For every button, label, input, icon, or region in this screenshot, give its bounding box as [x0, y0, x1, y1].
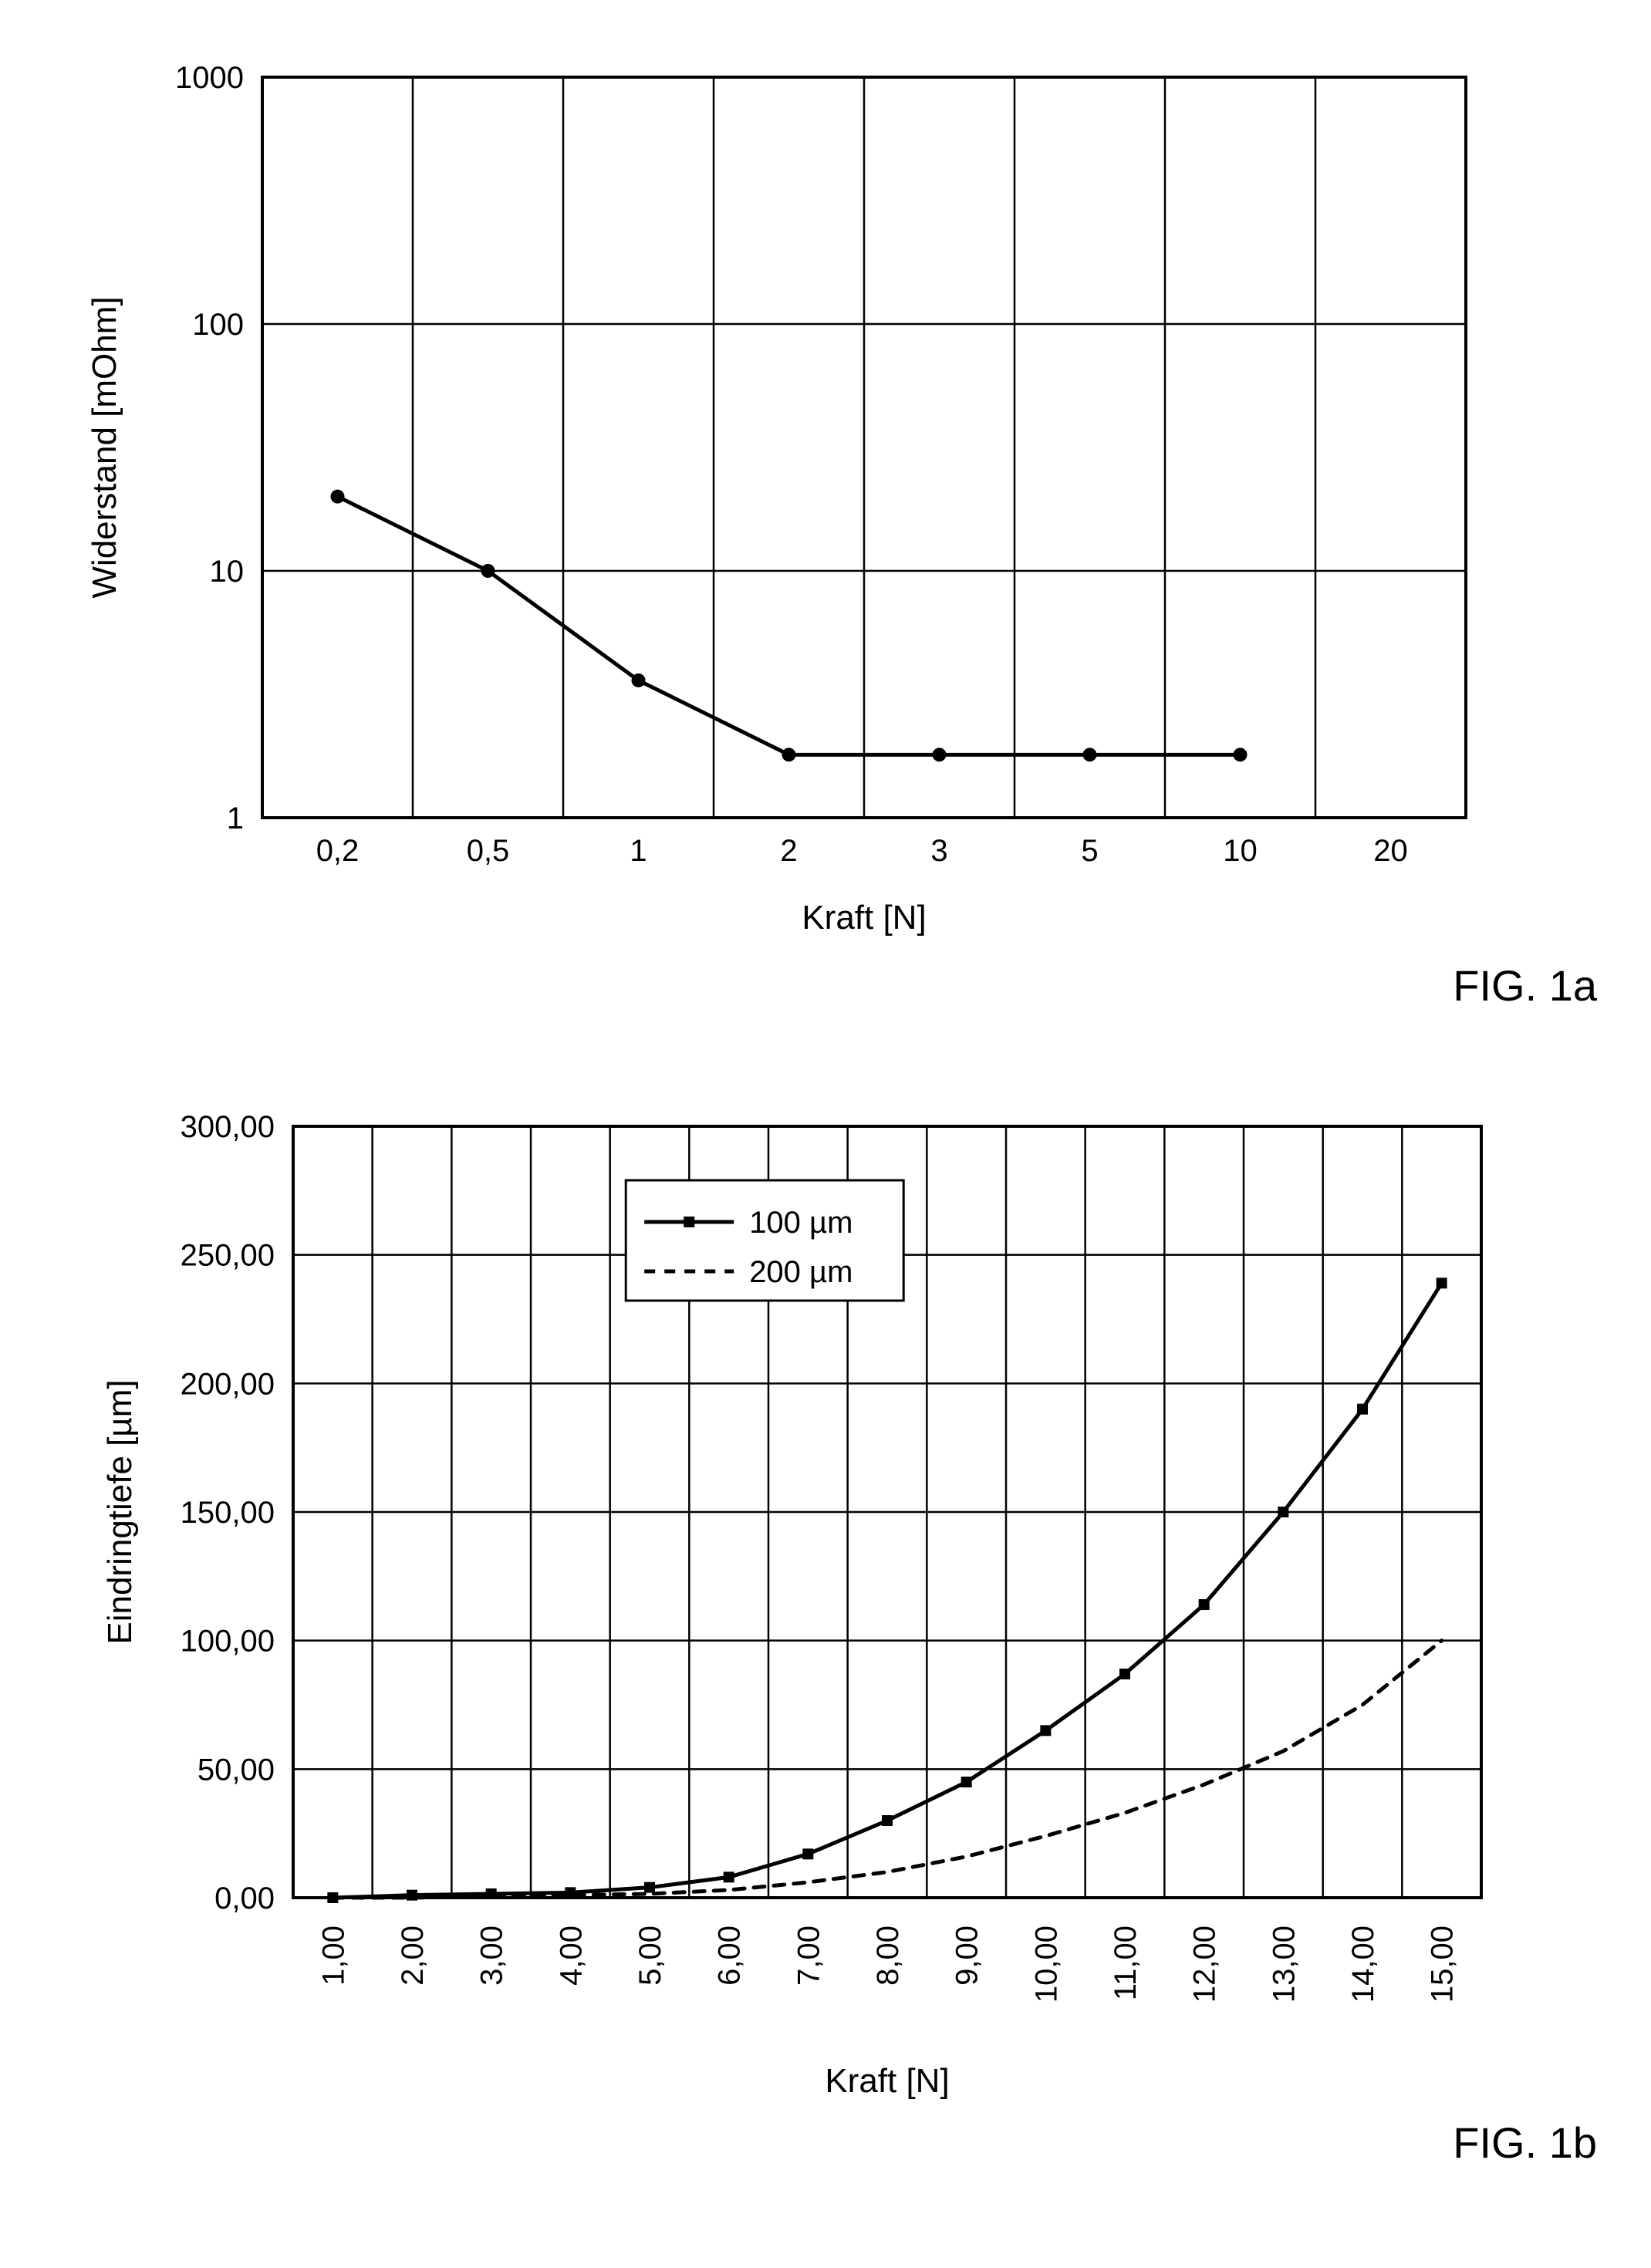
- svg-text:250,00: 250,00: [181, 1239, 275, 1273]
- svg-text:10: 10: [1223, 834, 1258, 868]
- svg-text:20: 20: [1373, 834, 1408, 868]
- svg-text:7,00: 7,00: [792, 1925, 826, 1986]
- svg-text:Kraft [N]: Kraft [N]: [825, 2062, 949, 2100]
- svg-text:Kraft [N]: Kraft [N]: [802, 899, 926, 937]
- svg-text:14,00: 14,00: [1346, 1925, 1380, 2003]
- svg-text:0,2: 0,2: [316, 834, 360, 868]
- svg-text:1: 1: [630, 834, 647, 868]
- svg-text:6,00: 6,00: [713, 1925, 747, 1986]
- svg-text:150,00: 150,00: [181, 1496, 275, 1530]
- svg-text:Eindringtiefe [µm]: Eindringtiefe [µm]: [101, 1379, 139, 1644]
- svg-text:2,00: 2,00: [396, 1925, 430, 1986]
- svg-text:300,00: 300,00: [181, 1110, 275, 1144]
- figure-1b-label: FIG. 1b: [1453, 2118, 1597, 2168]
- svg-text:1: 1: [227, 802, 244, 835]
- figure-1a-label: FIG. 1a: [1453, 960, 1597, 1011]
- svg-text:15,00: 15,00: [1426, 1925, 1460, 2003]
- svg-text:Widerstand [mOhm]: Widerstand [mOhm]: [86, 296, 123, 598]
- svg-text:0,00: 0,00: [214, 1882, 275, 1915]
- svg-text:10: 10: [210, 555, 245, 589]
- svg-text:3: 3: [930, 834, 947, 868]
- svg-text:11,00: 11,00: [1109, 1925, 1143, 2000]
- figure-1a: 1 10 100 1000 0,2 0,5 1 2 3 5 10 20 Kraft [N] Widerst…: [62, 46, 1589, 957]
- figure-1b: 0,00 50,00 100,00 150,00 200,00 250,00 300,00 1…: [62, 1095, 1589, 2114]
- svg-text:0,5: 0,5: [467, 834, 510, 868]
- svg-text:100 µm: 100 µm: [749, 1206, 853, 1240]
- svg-text:9,00: 9,00: [950, 1925, 984, 1986]
- svg-text:100: 100: [192, 308, 244, 342]
- svg-text:100,00: 100,00: [181, 1625, 275, 1659]
- svg-text:3,00: 3,00: [475, 1925, 509, 1986]
- svg-text:2: 2: [780, 834, 797, 868]
- svg-text:200 µm: 200 µm: [749, 1255, 853, 1289]
- chart-1b-svg: 0,00 50,00 100,00 150,00 200,00 250,00 300,00 1…: [62, 1095, 1528, 2114]
- svg-text:12,00: 12,00: [1188, 1925, 1222, 2003]
- chart-1a-svg: 1 10 100 1000 0,2 0,5 1 2 3 5 10 20 Kraft [N] Widerst…: [62, 46, 1528, 957]
- svg-text:5,00: 5,00: [633, 1925, 667, 1986]
- svg-text:1000: 1000: [175, 61, 244, 95]
- svg-text:50,00: 50,00: [198, 1753, 275, 1787]
- svg-text:13,00: 13,00: [1267, 1925, 1301, 2003]
- svg-text:8,00: 8,00: [871, 1925, 905, 1986]
- svg-text:200,00: 200,00: [181, 1367, 275, 1401]
- svg-text:5: 5: [1081, 834, 1098, 868]
- svg-text:10,00: 10,00: [1029, 1925, 1063, 2003]
- svg-text:1,00: 1,00: [316, 1925, 350, 1986]
- svg-text:4,00: 4,00: [554, 1925, 588, 1986]
